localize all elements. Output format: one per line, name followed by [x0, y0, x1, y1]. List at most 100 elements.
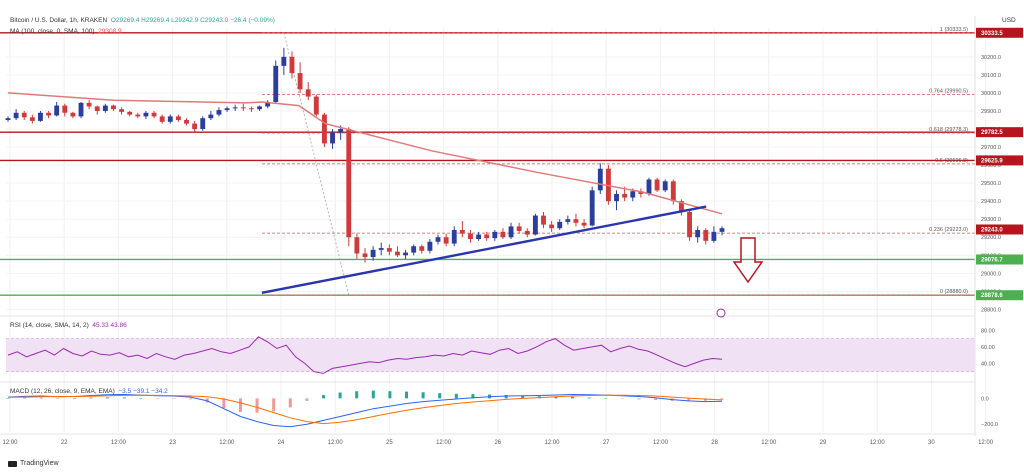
candle-bear	[151, 112, 157, 117]
candle-bull	[265, 101, 271, 107]
time-tick-label: 28	[711, 440, 718, 446]
candle-bear	[362, 253, 368, 258]
fib-level-label: 0.5 (29606.8)	[935, 158, 968, 164]
price-tag	[976, 155, 1023, 166]
candle-bear	[192, 123, 198, 130]
price-tick-label: 29700.0	[981, 145, 1001, 151]
candle-bear	[127, 111, 133, 115]
macd-histogram-bar	[122, 397, 126, 399]
rsi-values: 45.33 43.86	[92, 322, 127, 329]
ma-value: 29308.9	[98, 28, 122, 35]
overlay-lines	[7, 92, 764, 318]
time-tick-label: 27	[603, 440, 610, 446]
price-tick-label: 29600.0	[981, 163, 1001, 169]
time-tick-label: 12:00	[328, 440, 344, 446]
price-tick-label: 30000.0	[981, 91, 1001, 97]
macd-header: MACD (12, 26, close, 9, EMA, EMA) −3.5 −…	[10, 388, 168, 395]
macd-histogram-bar	[56, 398, 60, 399]
candle-bull	[476, 234, 482, 240]
ohlc-values: O29269.4 H29269.4 L29242.9 C29243.0 −26.…	[110, 17, 275, 24]
candle-bull	[597, 168, 603, 191]
candle-bear	[135, 114, 141, 117]
price-tag	[976, 290, 1023, 301]
price-tick-label: 29900.0	[981, 109, 1001, 115]
time-tick-label: 26	[494, 440, 501, 446]
macd-histogram-bar	[155, 398, 159, 399]
tradingview-icon	[8, 460, 17, 467]
candle-bull	[167, 116, 173, 122]
candle-bull	[200, 118, 206, 130]
price-tag-label: 29076.7	[981, 257, 1003, 263]
time-tick-label: 12:00	[219, 440, 235, 446]
candle-bull	[646, 179, 652, 194]
candle-bull	[492, 231, 498, 239]
time-tick-label: 12:00	[653, 440, 669, 446]
price-tag	[976, 127, 1023, 138]
price-axis: 30200.030100.030000.029900.029800.029700…	[974, 16, 1023, 436]
macd-histogram-bar	[72, 398, 76, 399]
time-tick-label: 24	[278, 440, 285, 446]
candle-bear	[46, 112, 52, 116]
candle-bear	[94, 106, 100, 111]
macd-histogram-bar	[554, 396, 558, 399]
time-tick-label: 12:00	[544, 440, 560, 446]
ma-label: MA (100, close, 0, SMA, 100)	[10, 28, 95, 35]
candle-bull	[435, 237, 441, 242]
price-tick-label: 29500.0	[981, 181, 1001, 187]
time-tick-label: 12:00	[2, 440, 18, 446]
price-tag-label: 28878.6	[981, 293, 1003, 299]
candle-bear	[581, 222, 587, 226]
candle-bull	[630, 191, 636, 198]
candle-bull	[403, 252, 409, 256]
macd-histogram-bar	[620, 398, 624, 399]
ma-header: MA (100, close, 0, SMA, 100) 29308.9	[10, 28, 122, 35]
candle-bear	[175, 116, 181, 120]
candle-bear	[386, 248, 392, 252]
macd-histogram-bar	[89, 397, 93, 399]
fib-level-label: 0.764 (29990.5)	[929, 89, 968, 95]
candle-bear	[670, 181, 676, 202]
macd-histogram-bar	[371, 390, 375, 399]
candle-bear	[443, 237, 449, 244]
candle-bull	[273, 65, 279, 102]
candle-bull	[257, 106, 262, 110]
time-tick-label: 12:00	[436, 440, 452, 446]
fib-level-label: 0.618 (29778.3)	[929, 127, 968, 133]
price-tag-label: 29243.0	[981, 227, 1003, 233]
symbol-title: Bitcoin / U.S. Dollar, 1h, KRAKEN	[10, 17, 108, 24]
price-tag	[976, 254, 1023, 265]
tradingview-text: TradingView	[20, 460, 59, 467]
price-tick-label: 29200.0	[981, 235, 1001, 241]
macd-histogram-bar	[587, 397, 591, 399]
candle-bull	[565, 219, 571, 222]
candle-bull	[662, 181, 668, 191]
candle-bear	[703, 230, 709, 241]
candle-bull	[427, 241, 433, 251]
price-tag-label: 29782.5	[981, 130, 1003, 136]
grid-lines	[0, 28, 987, 435]
macd-histogram-bar	[6, 398, 10, 399]
time-tick-label: 30	[928, 440, 935, 446]
candle-bull	[532, 215, 538, 235]
macd-histogram-bar	[23, 397, 27, 399]
macd-histogram-bar	[471, 394, 475, 399]
candle-bear	[297, 73, 303, 90]
macd-histogram-bar	[189, 398, 193, 400]
time-tick-label: 22	[61, 440, 68, 446]
fib-level-label: 0.236 (29223.0)	[929, 227, 968, 233]
macd-scale-label: −200.0	[981, 422, 998, 428]
candle-bull	[224, 108, 230, 111]
candle-bull	[13, 112, 19, 119]
candle-bear	[21, 112, 27, 118]
candle-bull	[451, 230, 457, 244]
macd-histogram-bar	[106, 397, 110, 399]
candle-bear	[305, 89, 311, 97]
price-tick-label: 29400.0	[981, 199, 1001, 205]
candle-bear	[248, 108, 254, 110]
macd-scale-label: 0.0	[981, 396, 989, 402]
price-tick-label: 29300.0	[981, 217, 1001, 223]
macd-histogram-bar	[255, 398, 259, 413]
candle-bear	[321, 114, 327, 144]
candle-bull	[102, 105, 108, 111]
